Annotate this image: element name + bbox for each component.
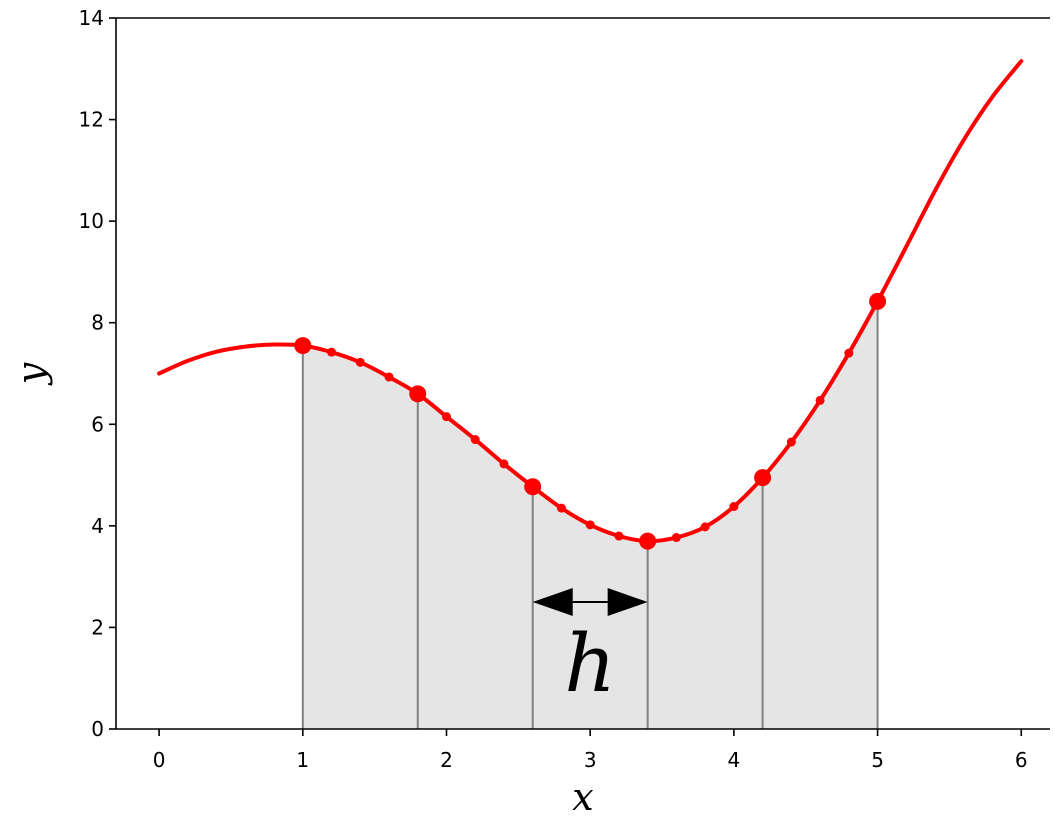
y-tick-label: 2 (91, 615, 104, 639)
y-tick-label: 14 (79, 6, 104, 30)
node-point (524, 478, 542, 496)
quadrature-point (844, 348, 854, 358)
y-axis-label: y (9, 362, 53, 386)
quadrature-point (327, 347, 337, 357)
node-point (869, 292, 887, 310)
x-tick-label: 1 (296, 748, 309, 772)
annotation-layer: h (532, 588, 648, 710)
y-tick-label: 6 (91, 412, 104, 436)
y-tick-label: 0 (91, 717, 104, 741)
x-tick-label: 2 (440, 748, 453, 772)
quadrature-point (355, 357, 365, 367)
x-tick-label: 3 (584, 748, 597, 772)
quadrature-point (786, 437, 796, 447)
y-tick-label: 12 (79, 108, 104, 132)
y-tick-label: 4 (91, 514, 104, 538)
quadrature-point (384, 372, 394, 382)
node-point (754, 469, 772, 487)
marker-layer (294, 292, 887, 550)
x-axis-label: x (572, 775, 593, 819)
node-point (409, 385, 427, 403)
x-tick-label: 6 (1015, 748, 1028, 772)
quadrature-point (499, 459, 509, 469)
node-point (294, 337, 312, 355)
quadrature-point (700, 522, 710, 532)
quadrature-point (556, 503, 566, 513)
arrow-head-left (532, 588, 573, 617)
arrow-head-right (607, 588, 648, 617)
quadrature-point (585, 520, 595, 530)
x-tick-label: 0 (153, 748, 166, 772)
y-tick-label: 10 (79, 209, 104, 233)
x-tick-label: 5 (871, 748, 884, 772)
shaded-area-layer (301, 301, 879, 729)
quadrature-point (441, 412, 451, 422)
y-tick-label: 8 (91, 311, 104, 335)
shaded-area (302, 301, 878, 729)
quadrature-point (729, 502, 739, 512)
quadrature-point (815, 395, 825, 405)
quadrature-point (470, 435, 480, 445)
quadrature-point (671, 533, 681, 543)
node-point (639, 532, 657, 550)
x-tick-label: 4 (728, 748, 741, 772)
quadrature-point (614, 531, 624, 541)
annotation-label: h (564, 617, 616, 710)
